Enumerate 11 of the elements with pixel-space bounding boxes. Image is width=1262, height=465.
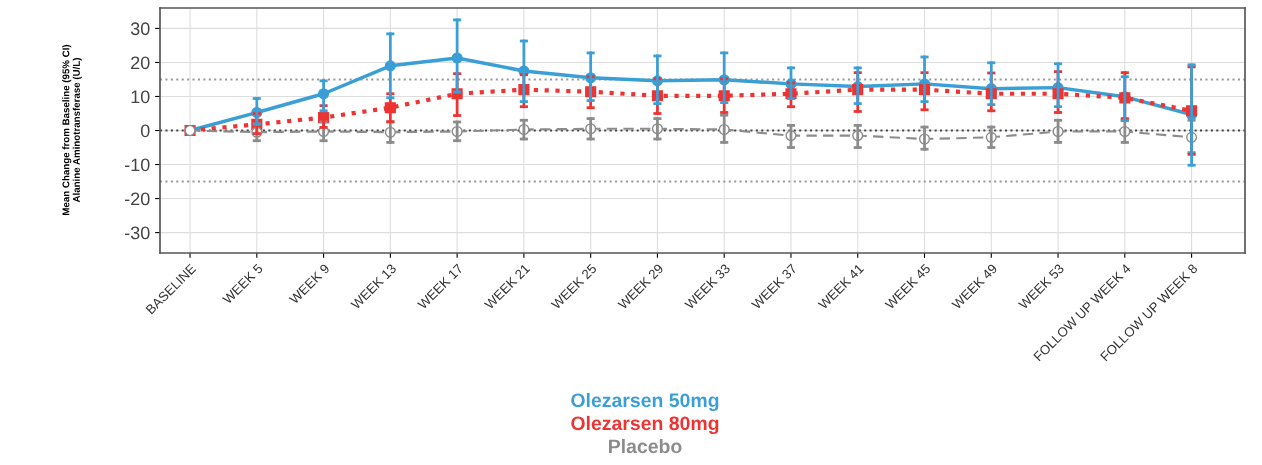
- y-tick-label: -10: [124, 158, 150, 172]
- text: Olezarsen 50mg: [571, 392, 719, 412]
- y-tick-label: 10: [131, 90, 150, 104]
- y-axis-title: Mean Change from Baseline (95% CI) Alanine Aminotransferase (U/L): [62, 44, 82, 215]
- y-tick-label: 20: [131, 56, 150, 70]
- text: Placebo: [609, 438, 682, 454]
- y-tick-label: -30: [124, 226, 150, 240]
- text: Olezarsen 80mg: [571, 415, 719, 435]
- y-tick-label: 30: [130, 22, 150, 36]
- y-tick-label: 0: [140, 124, 150, 138]
- y-tick-label: -20: [124, 192, 150, 206]
